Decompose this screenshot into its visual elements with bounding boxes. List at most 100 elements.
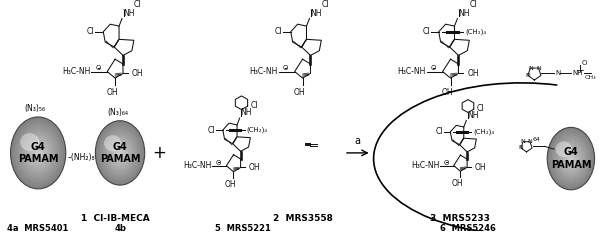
Ellipse shape: [559, 143, 583, 174]
Ellipse shape: [20, 133, 40, 151]
Text: G4
PAMAM: G4 PAMAM: [100, 142, 140, 164]
Text: O: O: [431, 65, 436, 71]
Text: 5  MRS5221: 5 MRS5221: [215, 224, 271, 233]
Text: NH: NH: [310, 8, 322, 18]
Text: NH: NH: [123, 8, 134, 18]
Ellipse shape: [563, 148, 579, 169]
Ellipse shape: [95, 121, 145, 185]
Ellipse shape: [547, 127, 595, 190]
Text: N: N: [528, 66, 533, 70]
Text: H₃C-NH: H₃C-NH: [183, 161, 211, 170]
Text: 1  Cl-IB-MECA: 1 Cl-IB-MECA: [81, 214, 149, 223]
Text: NH: NH: [467, 111, 479, 120]
Ellipse shape: [22, 132, 54, 174]
Text: Cl: Cl: [274, 27, 282, 36]
Text: CH₃: CH₃: [585, 75, 596, 80]
Text: H₃C-NH: H₃C-NH: [250, 67, 278, 76]
Ellipse shape: [100, 126, 140, 180]
Ellipse shape: [31, 144, 45, 162]
Text: Cl: Cl: [250, 101, 258, 110]
Ellipse shape: [20, 129, 56, 177]
Ellipse shape: [101, 129, 139, 177]
Text: OH: OH: [467, 69, 479, 78]
Text: (N₃)₅₆: (N₃)₅₆: [25, 104, 46, 113]
Text: (CH₂)₄: (CH₂)₄: [247, 127, 268, 133]
Ellipse shape: [26, 138, 50, 168]
Ellipse shape: [17, 126, 59, 180]
Ellipse shape: [549, 130, 593, 187]
Text: N: N: [555, 70, 560, 76]
Text: Cl: Cl: [87, 27, 94, 36]
Text: N: N: [527, 139, 532, 144]
Text: 2  MRS3558: 2 MRS3558: [272, 214, 332, 223]
Ellipse shape: [557, 140, 585, 177]
Text: G4
PAMAM: G4 PAMAM: [551, 147, 591, 170]
Ellipse shape: [567, 153, 575, 164]
Text: 4a  MRS5401: 4a MRS5401: [7, 224, 69, 233]
Ellipse shape: [569, 156, 573, 161]
Text: H₃C-NH: H₃C-NH: [398, 67, 426, 76]
Ellipse shape: [36, 150, 40, 156]
Text: O: O: [443, 160, 449, 166]
Text: –(NH₂)₈: –(NH₂)₈: [68, 153, 95, 162]
Text: OH: OH: [452, 179, 464, 188]
Ellipse shape: [114, 145, 126, 161]
Ellipse shape: [15, 123, 61, 183]
Ellipse shape: [553, 135, 589, 182]
Text: OH: OH: [132, 69, 143, 78]
Text: OH: OH: [106, 88, 118, 97]
Ellipse shape: [555, 138, 587, 179]
Text: a: a: [355, 136, 361, 146]
Ellipse shape: [551, 133, 590, 185]
Text: Cl: Cl: [422, 27, 430, 36]
Text: NH: NH: [572, 70, 583, 76]
Text: O: O: [216, 160, 221, 166]
Text: O: O: [582, 60, 587, 66]
Ellipse shape: [116, 148, 124, 158]
Text: O: O: [283, 65, 289, 71]
Ellipse shape: [565, 151, 577, 166]
Text: OH: OH: [475, 163, 486, 172]
Text: G4
PAMAM: G4 PAMAM: [18, 142, 58, 164]
Ellipse shape: [13, 120, 64, 186]
Text: Cl: Cl: [476, 104, 484, 113]
Ellipse shape: [29, 141, 47, 165]
Text: +: +: [152, 144, 166, 162]
Text: 6  MRS5246: 6 MRS5246: [440, 224, 496, 233]
Text: Cl: Cl: [435, 127, 443, 136]
Text: NH: NH: [241, 108, 252, 117]
Text: N: N: [536, 66, 541, 70]
Ellipse shape: [561, 145, 581, 172]
Text: H₃C-NH: H₃C-NH: [62, 67, 91, 76]
Ellipse shape: [25, 135, 52, 171]
Ellipse shape: [104, 131, 136, 174]
Ellipse shape: [108, 137, 133, 169]
Text: Cl: Cl: [208, 125, 215, 134]
Ellipse shape: [112, 142, 128, 164]
Ellipse shape: [106, 134, 134, 172]
Text: OH: OH: [248, 163, 260, 172]
Ellipse shape: [110, 140, 130, 166]
Text: OH: OH: [442, 88, 454, 97]
Ellipse shape: [104, 135, 121, 151]
Text: Cl: Cl: [469, 0, 477, 9]
Text: 64: 64: [532, 137, 541, 142]
Text: N: N: [526, 73, 530, 78]
Ellipse shape: [11, 117, 66, 189]
Text: NH: NH: [458, 8, 470, 18]
Ellipse shape: [118, 150, 122, 156]
Text: O: O: [95, 65, 101, 71]
Text: N: N: [521, 139, 526, 144]
Text: H₃C-NH: H₃C-NH: [411, 161, 439, 170]
Text: N: N: [519, 145, 524, 150]
Text: 4b: 4b: [114, 224, 126, 233]
Text: OH: OH: [225, 180, 236, 189]
Text: (CH₂)₄: (CH₂)₄: [473, 129, 494, 135]
Text: (CH₂)₄: (CH₂)₄: [466, 28, 487, 35]
Text: OH: OH: [294, 88, 305, 97]
Text: 3  MRS5233: 3 MRS5233: [430, 214, 490, 223]
Ellipse shape: [34, 147, 43, 159]
Text: (N₃)₆₄: (N₃)₆₄: [107, 108, 128, 117]
Text: Cl: Cl: [322, 0, 329, 9]
Ellipse shape: [97, 123, 143, 182]
